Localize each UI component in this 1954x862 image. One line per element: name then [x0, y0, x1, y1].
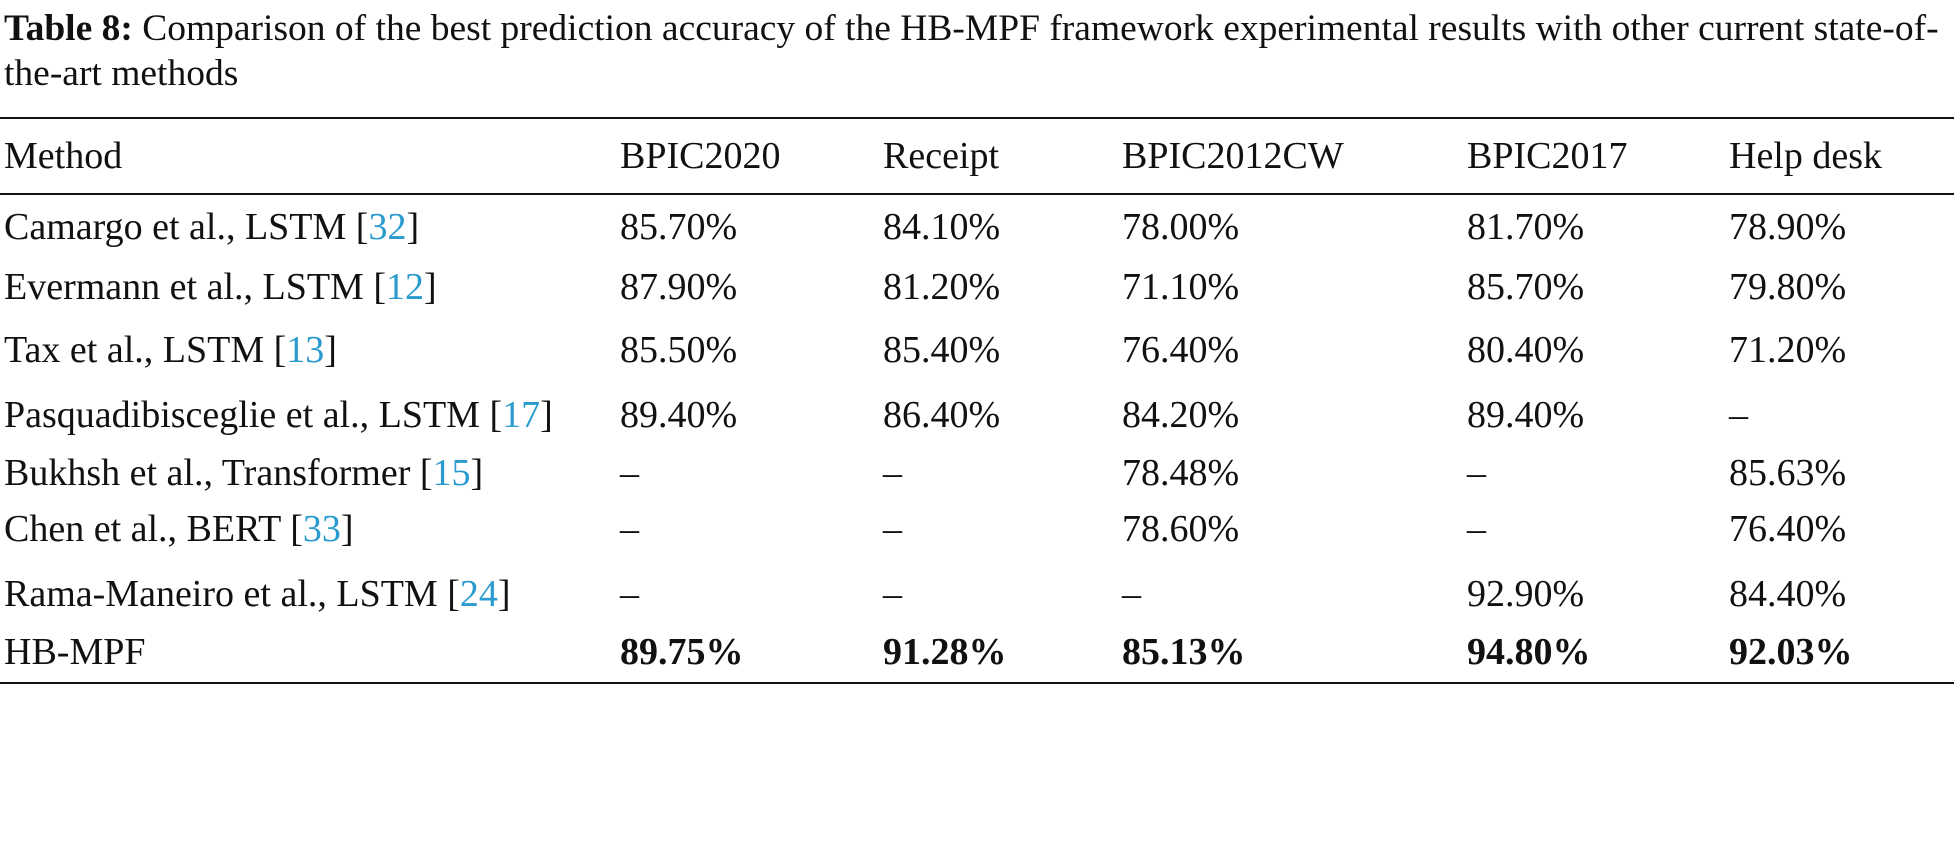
value-cell-best: 91.28% — [883, 631, 1007, 673]
value-cell: 89.40% — [1467, 394, 1585, 436]
table-row: Pasquadibisceglie et al., LSTM [17] 89.4… — [0, 383, 1954, 441]
value-cell: 85.50% — [620, 329, 738, 371]
table-row: Tax et al., LSTM [13] 85.50% 85.40% 76.4… — [0, 320, 1954, 383]
table-row-hb-mpf: HB-MPF 89.75% 91.28% 85.13% 94.80% 92.03… — [0, 620, 1954, 683]
value-cell: – — [883, 508, 902, 550]
method-cell: Rama-Maneiro et al., LSTM [24] — [4, 573, 511, 615]
table-row: Chen et al., BERT [33] – – 78.60% – 76.4… — [0, 499, 1954, 562]
method-cell: Bukhsh et al., Transformer [15] — [4, 452, 484, 494]
header-method: Method — [4, 135, 123, 177]
value-cell: 84.10% — [883, 206, 1001, 248]
value-cell: 78.90% — [1729, 206, 1847, 248]
value-cell: 81.70% — [1467, 206, 1585, 248]
method-name: Evermann et al., LSTM — [4, 266, 374, 308]
reference-link[interactable]: 17 — [502, 394, 541, 436]
value-cell: 87.90% — [620, 266, 738, 308]
method-cell: Camargo et al., LSTM [32] — [4, 206, 420, 248]
value-cell: 81.20% — [883, 266, 1001, 308]
value-cell: – — [883, 452, 902, 494]
caption-text: Comparison of the best prediction accura… — [4, 8, 1939, 94]
reference-link[interactable]: 33 — [302, 508, 341, 550]
value-cell: 84.20% — [1122, 394, 1240, 436]
value-cell: – — [620, 508, 639, 550]
value-cell: 89.40% — [620, 394, 738, 436]
value-cell: 85.70% — [1467, 266, 1585, 308]
header-help-desk: Help desk — [1729, 135, 1883, 177]
reference-link[interactable]: 12 — [386, 266, 425, 308]
method-cell: Tax et al., LSTM [13] — [4, 329, 337, 371]
method-cell: HB-MPF — [4, 631, 146, 673]
value-cell: 86.40% — [883, 394, 1001, 436]
value-cell: – — [1729, 394, 1748, 436]
value-cell: 78.60% — [1122, 508, 1240, 550]
value-cell: 85.40% — [883, 329, 1001, 371]
reference-link[interactable]: 32 — [368, 206, 407, 248]
header-bpic2020: BPIC2020 — [620, 135, 781, 177]
value-cell: – — [620, 452, 639, 494]
value-cell: 71.20% — [1729, 329, 1847, 371]
table-header-row: Method BPIC2020 Receipt BPIC2012CW BPIC2… — [0, 118, 1954, 194]
value-cell: 92.90% — [1467, 573, 1585, 615]
value-cell-best: 94.80% — [1467, 631, 1591, 673]
value-cell: – — [1467, 508, 1486, 550]
value-cell: – — [620, 573, 639, 615]
value-cell: 85.63% — [1729, 452, 1847, 494]
comparison-table: Method BPIC2020 Receipt BPIC2012CW BPIC2… — [0, 117, 1954, 684]
method-cell: Evermann et al., LSTM [12] — [4, 266, 437, 308]
value-cell-best: 89.75% — [620, 631, 744, 673]
value-cell: 76.40% — [1729, 508, 1847, 550]
value-cell: – — [1122, 573, 1141, 615]
method-name: Pasquadibisceglie et al., LSTM — [4, 394, 490, 436]
method-name: Tax et al., LSTM — [4, 329, 274, 371]
value-cell: 80.40% — [1467, 329, 1585, 371]
method-name: Camargo et al., LSTM — [4, 206, 356, 248]
header-bpic2012cw: BPIC2012CW — [1122, 135, 1344, 177]
table-row: Evermann et al., LSTM [12] 87.90% 81.20%… — [0, 257, 1954, 320]
value-cell: – — [1467, 452, 1486, 494]
reference-link[interactable]: 24 — [459, 573, 498, 615]
header-bpic2017: BPIC2017 — [1467, 135, 1628, 177]
method-name: Rama-Maneiro et al., LSTM — [4, 573, 448, 615]
value-cell: 76.40% — [1122, 329, 1240, 371]
reference-link[interactable]: 13 — [286, 329, 325, 371]
reference-link[interactable]: 15 — [432, 452, 471, 494]
value-cell-best: 92.03% — [1729, 631, 1853, 673]
table-caption: Table 8: Comparison of the best predicti… — [4, 0, 1952, 96]
value-cell: 78.48% — [1122, 452, 1240, 494]
method-name: Bukhsh et al., Transformer — [4, 452, 420, 494]
method-cell: Pasquadibisceglie et al., LSTM [17] — [4, 394, 553, 436]
value-cell: – — [883, 573, 902, 615]
table-row: Camargo et al., LSTM [32] 85.70% 84.10% … — [0, 194, 1954, 257]
caption-label: Table 8: — [4, 8, 133, 49]
header-receipt: Receipt — [883, 135, 1000, 177]
value-cell-best: 85.13% — [1122, 631, 1246, 673]
value-cell: 85.70% — [620, 206, 738, 248]
value-cell: 84.40% — [1729, 573, 1847, 615]
method-name: Chen et al., BERT — [4, 508, 291, 550]
value-cell: 71.10% — [1122, 266, 1240, 308]
method-cell: Chen et al., BERT [33] — [4, 508, 354, 550]
table-row: Rama-Maneiro et al., LSTM [24] – – – 92.… — [0, 562, 1954, 620]
value-cell: 78.00% — [1122, 206, 1240, 248]
value-cell: 79.80% — [1729, 266, 1847, 308]
table-row: Bukhsh et al., Transformer [15] – – 78.4… — [0, 441, 1954, 499]
